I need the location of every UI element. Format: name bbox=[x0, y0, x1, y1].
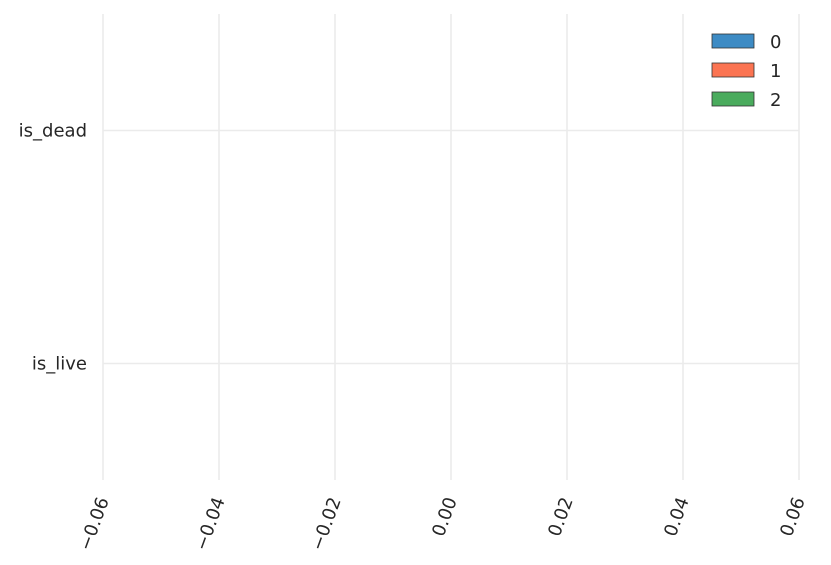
x-tick-label: 0.06 bbox=[776, 495, 809, 540]
x-tick-label: −0.06 bbox=[75, 495, 114, 554]
legend-label: 2 bbox=[770, 90, 781, 111]
x-tick-label: −0.02 bbox=[307, 495, 346, 554]
y-tick-label: is_live bbox=[32, 354, 87, 375]
y-tick-label: is_dead bbox=[19, 121, 87, 142]
x-tick-labels: −0.06 −0.04 −0.02 0.00 0.02 0.04 0.06 bbox=[75, 495, 810, 554]
legend: 0 1 2 bbox=[711, 32, 781, 111]
legend-swatch bbox=[711, 62, 755, 78]
x-tick-label: 0.04 bbox=[660, 495, 693, 540]
y-tick-labels: is_dead is_live bbox=[19, 121, 87, 375]
y-grid bbox=[103, 129, 799, 365]
x-tick-label: −0.04 bbox=[191, 495, 230, 554]
legend-swatch bbox=[711, 91, 755, 107]
legend-label: 0 bbox=[770, 32, 781, 53]
x-tick-label: 0.02 bbox=[544, 495, 577, 540]
x-grid bbox=[102, 14, 800, 480]
x-tick-label: 0.00 bbox=[428, 495, 461, 540]
legend-swatch bbox=[711, 33, 755, 49]
legend-label: 1 bbox=[770, 61, 781, 82]
